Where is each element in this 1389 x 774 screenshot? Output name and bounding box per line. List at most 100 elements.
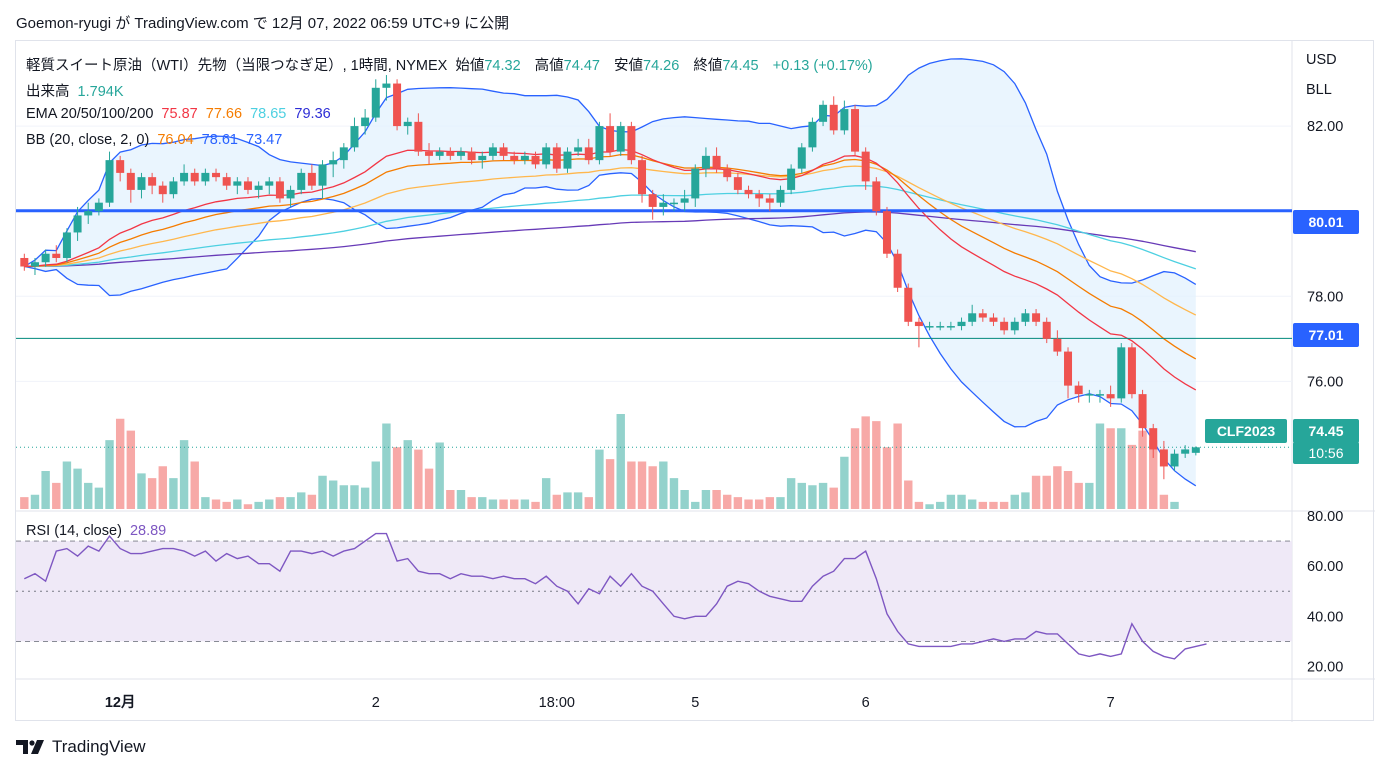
hline-77-tag[interactable]: 77.01 <box>1293 323 1359 347</box>
candle-body <box>201 172 210 182</box>
candle-body <box>30 262 39 267</box>
volume-bar <box>573 492 583 509</box>
candle-body <box>744 189 753 195</box>
rsi-line <box>24 532 1207 660</box>
rsi-tick-label: 20.00 <box>1307 659 1343 675</box>
hline-80-tag[interactable]: 80.01 <box>1293 210 1359 234</box>
volume-bar <box>510 499 519 509</box>
candle-body <box>488 147 497 156</box>
volume-bar <box>552 494 562 509</box>
ema20-value: 75.87 <box>161 106 198 122</box>
time-axis-label: 7 <box>1107 695 1115 711</box>
rsi-label[interactable]: RSI (14, close) <box>26 523 122 539</box>
candle-body <box>840 109 849 131</box>
candle-body <box>499 147 508 156</box>
candle-body <box>116 160 125 173</box>
volume-bar <box>616 414 625 509</box>
candle-body <box>925 326 934 328</box>
volume-bar <box>861 416 870 509</box>
ema50-line <box>24 165 1197 316</box>
chart-frame[interactable]: 82.00 78.00 76.00 80.00 60.00 40.00 20.00 12月 2 1… <box>15 40 1375 722</box>
candle-body <box>882 211 891 254</box>
candle-body <box>190 172 199 182</box>
tradingview-logo[interactable]: TradingView <box>16 737 146 757</box>
volume-bar <box>1095 423 1105 509</box>
volume-bar <box>744 499 753 509</box>
volume-bar <box>989 501 998 509</box>
volume-bar <box>1021 492 1030 509</box>
bb-basis-value: 76.04 <box>157 132 194 148</box>
price-chart[interactable]: 82.00 78.00 76.00 80.00 60.00 40.00 20.00 12月 2 1… <box>16 41 1375 722</box>
candle-body <box>552 147 561 169</box>
volume-bar <box>403 440 412 509</box>
volume-bar <box>265 499 274 509</box>
volume-bar <box>84 482 93 509</box>
countdown-tag: 10:56 <box>1293 442 1359 464</box>
symbol-tag[interactable]: CLF2023 <box>1205 419 1287 443</box>
volume-bar <box>1010 494 1019 509</box>
volume-bar <box>446 490 455 509</box>
volume-bar <box>1106 428 1115 509</box>
candle-body <box>1085 394 1094 396</box>
volume-bar <box>786 478 796 509</box>
candle-body <box>1149 428 1158 450</box>
candle-body <box>1064 351 1073 386</box>
ema100-value: 78.65 <box>250 106 287 122</box>
volume-bar <box>201 497 210 509</box>
volume-bar <box>1159 494 1169 509</box>
volume-bar <box>318 475 327 509</box>
volume-bar <box>62 461 72 509</box>
volume-bar <box>52 482 61 509</box>
volume-bar <box>435 442 444 509</box>
volume-bar <box>627 461 636 509</box>
candle-body <box>1021 313 1030 322</box>
candle-body <box>606 126 615 152</box>
candle-body <box>73 215 82 233</box>
candle-body <box>339 147 348 161</box>
time-axis-label: 18:00 <box>539 695 575 711</box>
candle-body <box>1095 394 1104 396</box>
price-tick-label: 78.00 <box>1307 289 1343 305</box>
volume-label[interactable]: 出来高 <box>26 84 70 100</box>
volume-bar <box>818 482 828 509</box>
volume-bar <box>936 501 945 509</box>
candle-body <box>574 147 583 152</box>
volume-bar <box>659 461 668 509</box>
last-price-tag[interactable]: 74.45 <box>1293 419 1359 443</box>
volume-bar <box>414 449 423 509</box>
candle-body <box>1191 447 1200 453</box>
volume-bar <box>872 421 881 509</box>
ema-label[interactable]: EMA 20/50/100/200 <box>26 106 154 122</box>
candle-body <box>1117 347 1126 399</box>
volume-bar <box>94 487 104 509</box>
candle-body <box>872 181 881 212</box>
candle-body <box>212 172 221 178</box>
candle-body <box>691 168 700 199</box>
candle-body <box>510 155 519 161</box>
volume-bar <box>893 423 902 509</box>
publish-header: Goemon-ryugi が TradingView.com で 12月 07,… <box>16 15 510 32</box>
bb-label[interactable]: BB (20, close, 2, 0) <box>26 132 150 148</box>
candle-body <box>137 177 146 190</box>
symbol-label[interactable]: 軽質スイート原油（WTI）先物（当限つなぎ足）, 1時間, NYMEX <box>26 58 448 74</box>
candle-body <box>893 253 902 288</box>
volume-bar <box>456 490 466 509</box>
volume-bar <box>765 497 775 509</box>
candle-body <box>701 155 710 169</box>
volume-bar <box>275 497 285 509</box>
candle-body <box>936 326 945 328</box>
candle-body <box>797 147 806 169</box>
bb-lower-value: 73.47 <box>246 132 283 148</box>
ema200-value: 79.36 <box>294 106 331 122</box>
time-axis-label: 6 <box>862 695 870 711</box>
legend-ohlc-row: 軽質スイート原油（WTI）先物（当限つなぎ足）, 1時間, NYMEX 始値74… <box>26 54 877 75</box>
candle-body <box>968 313 977 322</box>
candle-body <box>989 317 998 322</box>
candle-body <box>584 147 593 161</box>
volume-bar <box>776 497 785 509</box>
candle-body <box>595 126 604 161</box>
candle-body <box>531 155 540 165</box>
candle-body <box>297 172 306 190</box>
volume-bar <box>797 482 806 509</box>
volume-bar <box>126 430 136 509</box>
